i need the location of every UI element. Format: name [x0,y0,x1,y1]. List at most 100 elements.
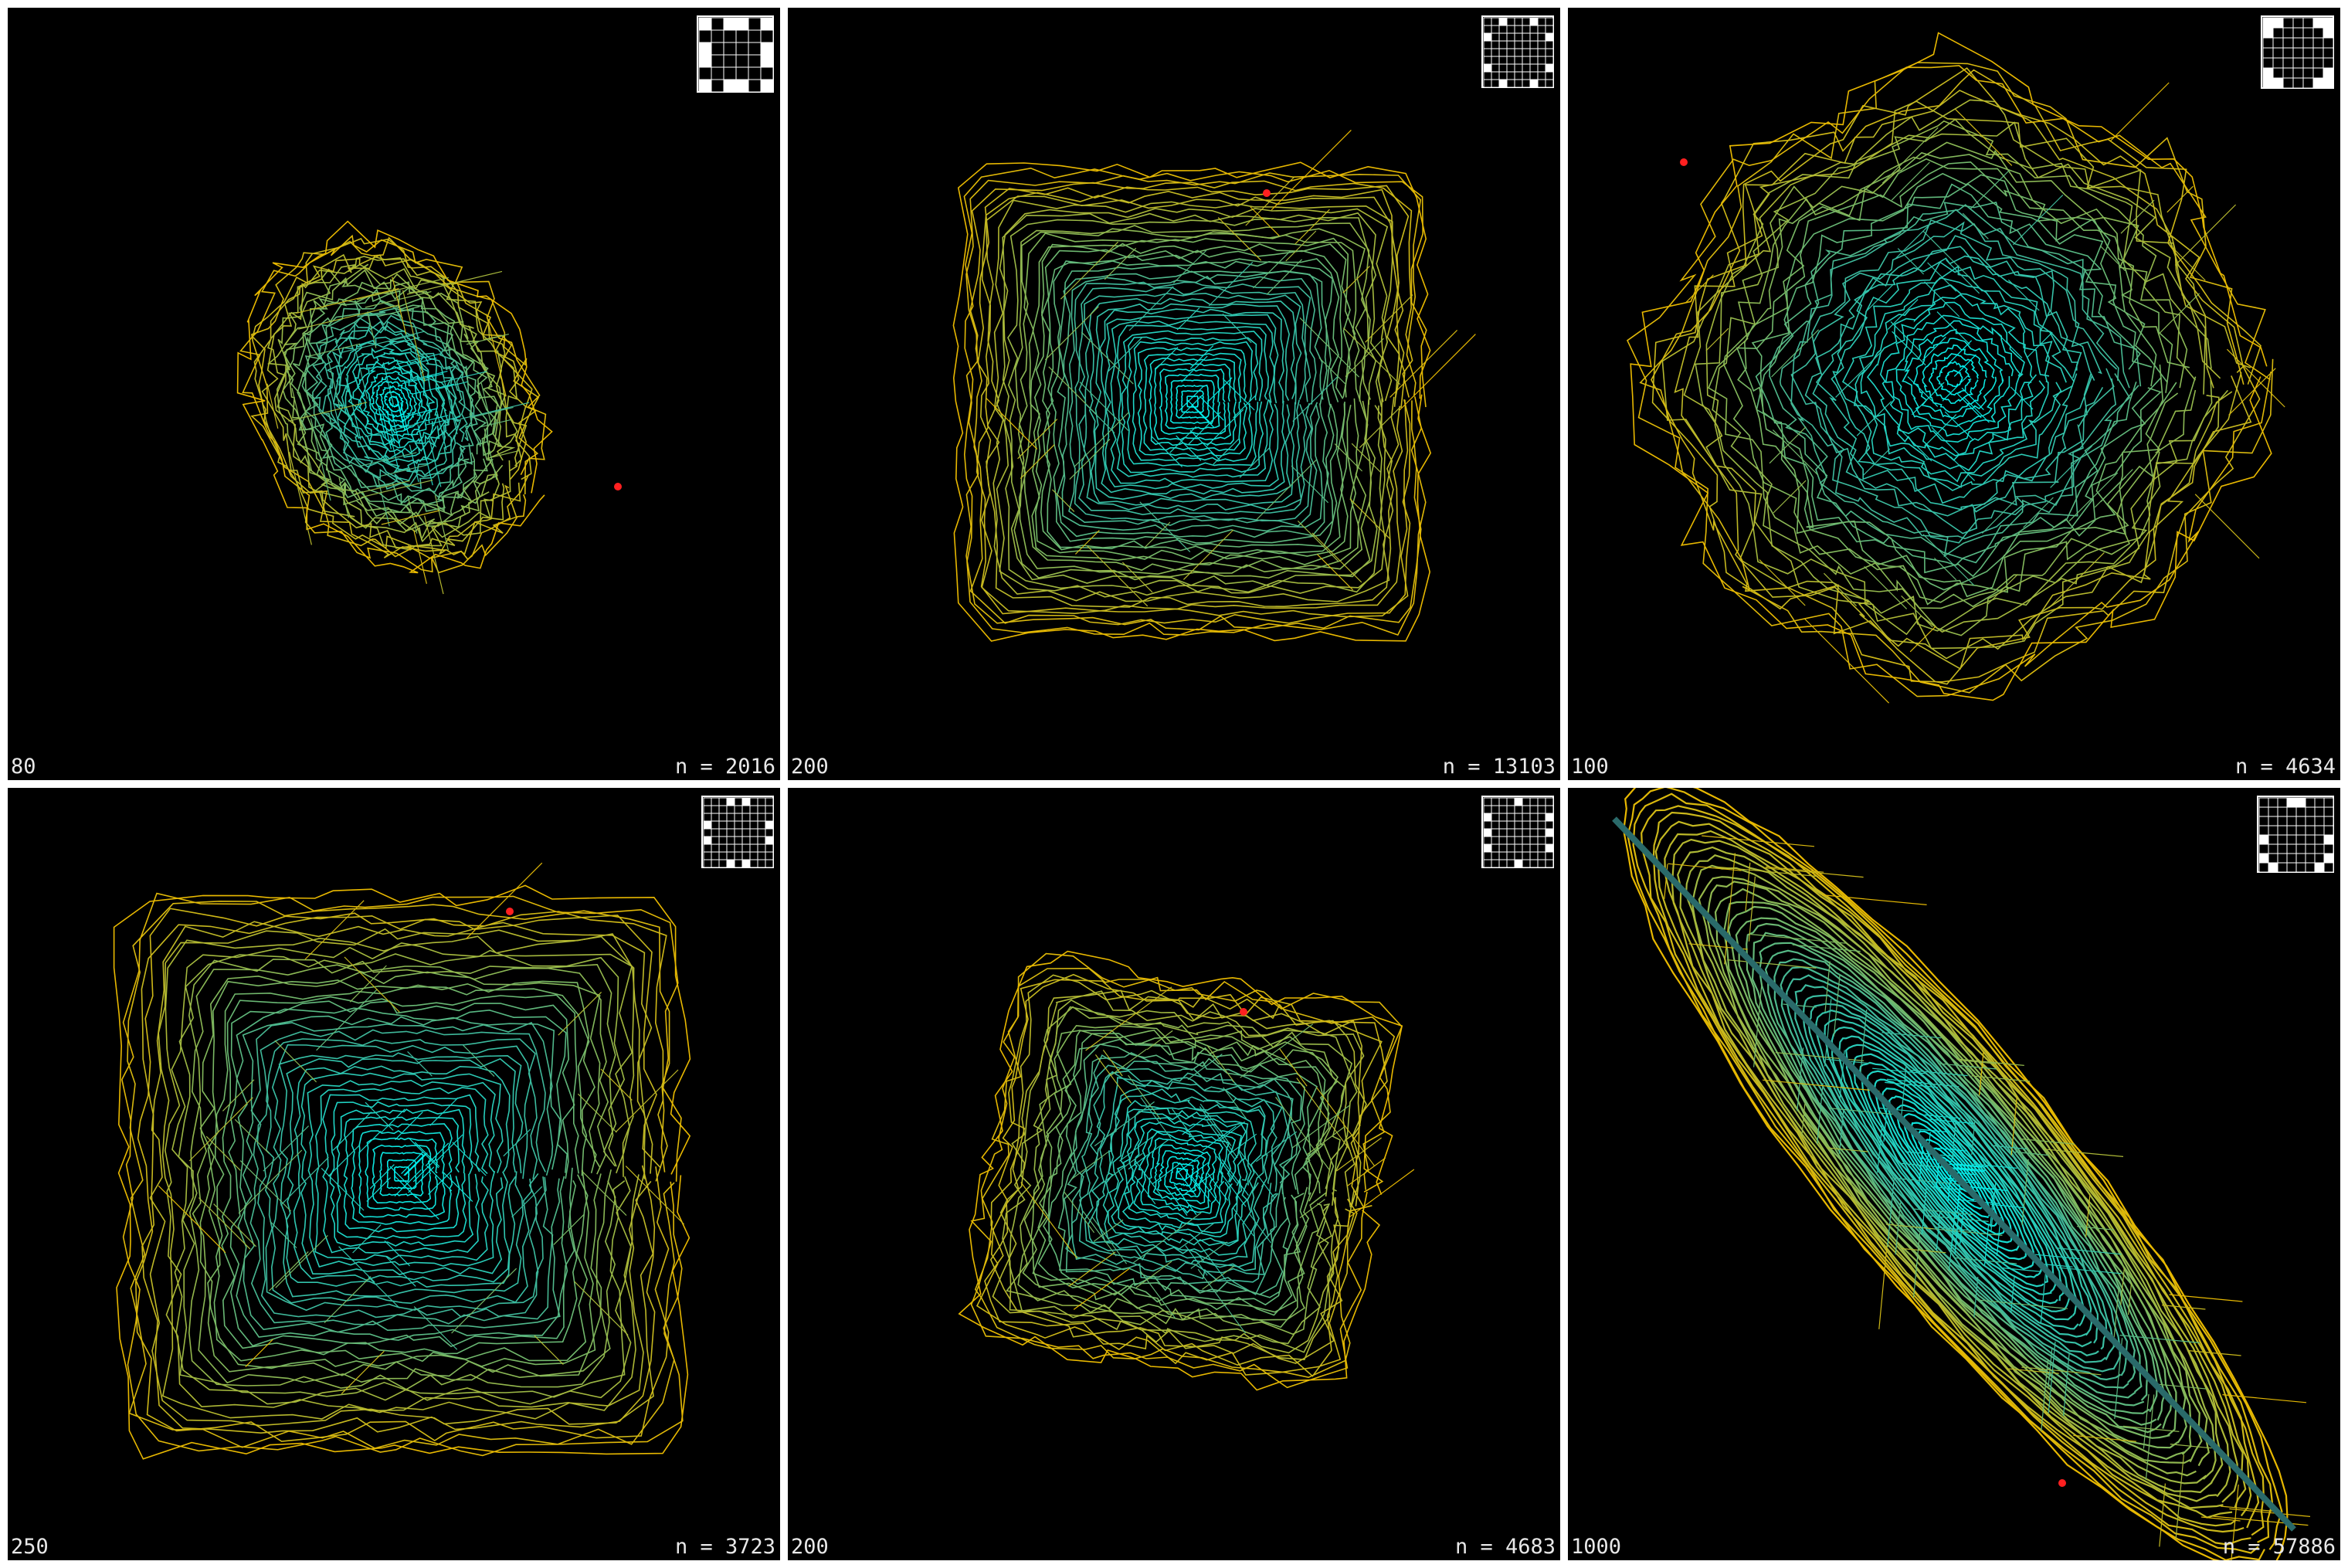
walk-segment [1921,1188,1927,1235]
walk-segment [1134,1176,1156,1205]
walk-segment [1748,876,1756,942]
grid-cell [2323,806,2334,817]
walk-segment [2145,1394,2155,1481]
walk-segment [1913,1233,1921,1298]
walk-segment [1927,262,1957,292]
walk-segment [391,331,425,341]
walk-loop [344,347,446,460]
walk-segment [341,1350,385,1394]
walk-segment [1173,1184,1197,1215]
walk-segment [1133,1212,1202,1264]
walk-segment [1891,161,1930,201]
grid-cell [765,805,774,814]
walk-loop [293,1065,511,1283]
grid-cell [765,859,774,868]
grid-cell [1498,836,1508,845]
grid-cell [1545,843,1554,853]
grid-cell [765,813,774,822]
walk-segment [2119,1335,2200,1343]
grid-cell [1537,17,1546,26]
scale-label: 200 [791,1535,829,1559]
walk-segment [382,362,394,405]
walk-segment [1299,317,1360,378]
grid-cell [1545,63,1554,73]
grid-cell [1537,843,1546,853]
grid-cell [734,859,743,868]
walk-segment [1222,313,1252,344]
walk-loop [1110,320,1275,484]
walk-loop [1912,338,1997,419]
walk-segment [412,1158,437,1183]
grid-cell [1506,40,1515,49]
walk-loop [158,928,646,1420]
walk-segment [1979,1051,1984,1096]
walk-segment [379,464,428,477]
walk-loop [992,199,1394,602]
walk-segment [378,306,420,317]
walk-segment [1954,1167,1986,1171]
walk-segment [1207,1173,1229,1201]
diagonal-ridge [1612,816,2296,1532]
grid-cell [1514,71,1523,80]
walk-segment [2010,386,2034,410]
walk-segment [1745,862,1751,911]
walk-segment [414,1142,440,1167]
walk-loop [1661,100,2233,660]
grid-cell [2314,862,2325,873]
grid-cell [1506,79,1515,88]
walk-segment [1151,436,1183,468]
walk-segment [1954,108,2013,166]
walk-segment [1271,129,1352,211]
walk-segment [442,1171,473,1203]
walk-loop [1780,966,2129,1381]
walk-loop [1169,1162,1195,1187]
grid-cell [2258,797,2269,808]
walk-segment [340,334,415,354]
grid-cell [1545,859,1554,868]
walk-loop [1922,344,1987,413]
grid-cell [1491,63,1500,73]
walk-segment [407,496,418,534]
scale-label: 100 [1571,755,1609,779]
walk-segment [2226,348,2285,408]
walk-loop [149,921,654,1427]
walk-segment [1342,266,1370,294]
grid-cell [2277,806,2288,817]
walk-segment [1073,1268,1130,1310]
grid-cell [1498,851,1508,860]
walk-segment [395,353,441,365]
walk-segment [1181,355,1208,383]
walk-segment [275,1234,328,1288]
grid-cell [1529,56,1539,65]
grid-cell [2268,834,2278,845]
walk-segment [1896,426,1932,462]
walk-loop [1735,917,2173,1434]
grid-cell [2277,843,2288,854]
grid-cell [2323,825,2334,836]
walk-segment [1962,212,1989,239]
grid-cell [735,54,749,68]
grid-cell [2323,834,2334,845]
walk-segment [1946,260,1980,294]
walk-segment [1248,1213,1272,1244]
grid-cell [1483,63,1492,73]
grid-cell [2305,797,2316,808]
grid-cell [703,851,712,860]
walk-loop [1111,1108,1249,1244]
grid-cell [2314,816,2325,826]
walk-segment [1082,1210,1117,1257]
walk-loop [1032,1029,1324,1313]
walk-segment [1881,1032,1942,1039]
walk-segment [1176,1169,1196,1196]
walk-segment [1948,1163,1983,1168]
walk-segment [1217,217,1262,261]
grid-cell [748,17,762,31]
grid-cell [1529,828,1539,837]
grid-cell [734,836,743,845]
grid-cell [1537,48,1546,57]
walk-loop [1176,384,1210,419]
grid-cell [1506,17,1515,26]
grid-cell [2292,17,2304,29]
walk-segment [408,1166,435,1193]
walk-segment [1937,1063,1997,1070]
